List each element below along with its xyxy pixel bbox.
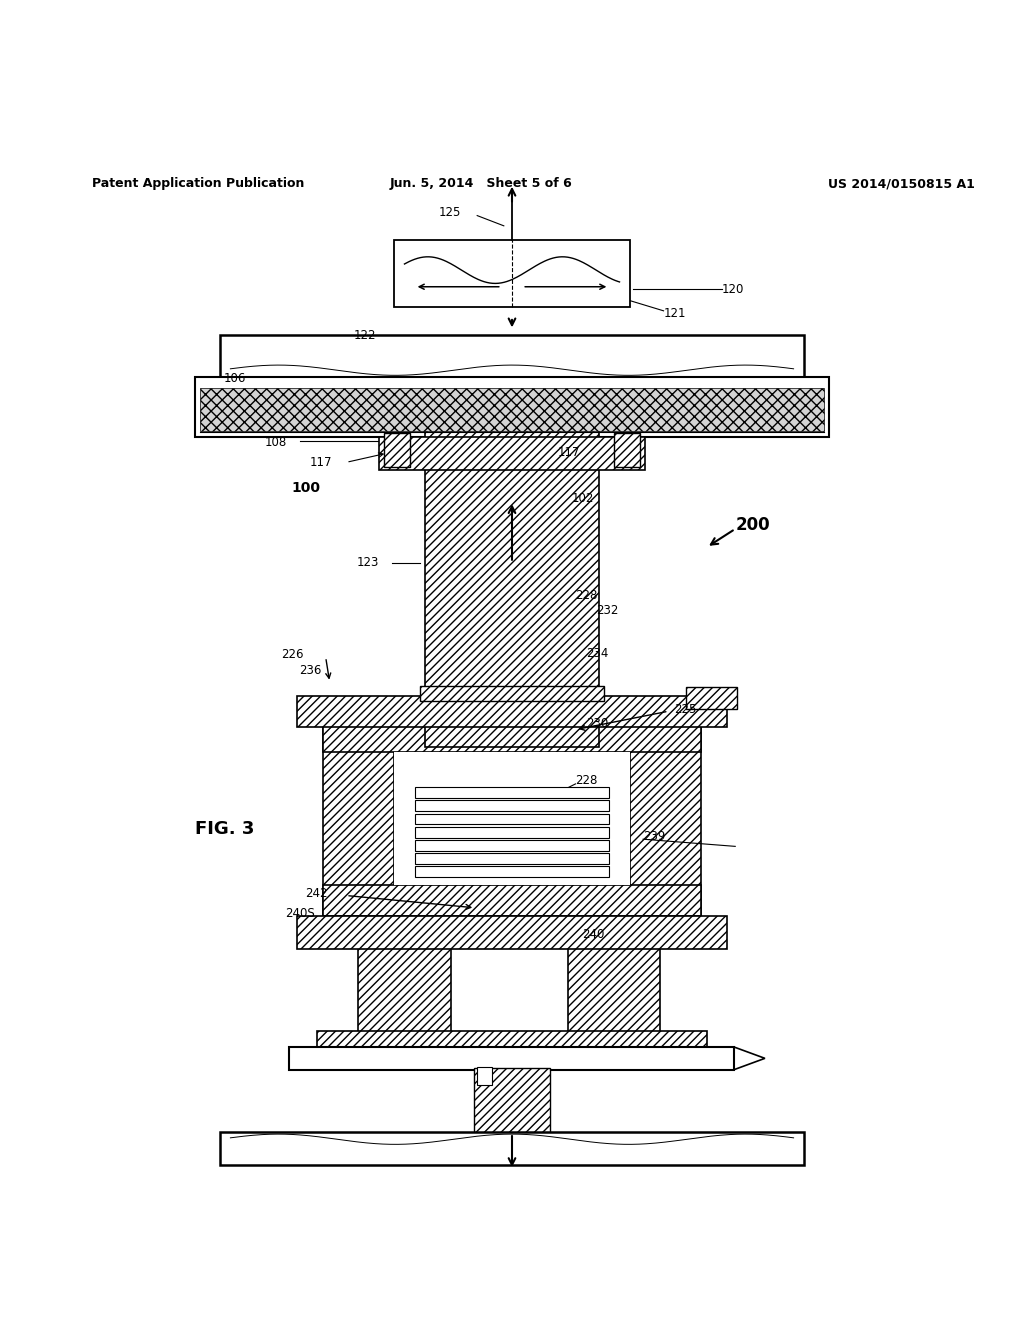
Text: Jun. 5, 2014   Sheet 5 of 6: Jun. 5, 2014 Sheet 5 of 6 xyxy=(390,177,572,190)
Bar xyxy=(568,946,660,1034)
Text: 240S: 240S xyxy=(285,907,314,920)
Bar xyxy=(394,240,630,306)
Bar xyxy=(415,800,609,812)
Text: 125: 125 xyxy=(438,206,461,219)
Text: 228: 228 xyxy=(575,589,598,602)
Bar xyxy=(415,787,609,799)
Bar xyxy=(195,378,829,437)
Polygon shape xyxy=(734,1047,765,1069)
Text: 117: 117 xyxy=(309,455,332,469)
Text: 242: 242 xyxy=(305,887,328,900)
Text: 240: 240 xyxy=(582,928,604,941)
Text: 108: 108 xyxy=(264,437,287,449)
Bar xyxy=(220,1133,804,1164)
Bar xyxy=(415,826,609,838)
Text: 121: 121 xyxy=(664,308,686,321)
Bar xyxy=(415,866,609,876)
Bar xyxy=(630,722,701,916)
Bar xyxy=(415,813,609,825)
Text: 100: 100 xyxy=(292,480,321,495)
Text: 106: 106 xyxy=(223,372,246,385)
Text: 200: 200 xyxy=(735,516,770,533)
Text: FIG. 3: FIG. 3 xyxy=(195,820,254,838)
Text: 230: 230 xyxy=(586,717,608,730)
Text: Patent Application Publication: Patent Application Publication xyxy=(92,177,304,190)
Text: 226: 226 xyxy=(282,648,304,661)
Text: 232: 232 xyxy=(596,605,618,618)
Bar xyxy=(358,946,451,1034)
Bar xyxy=(425,429,599,747)
Text: 234: 234 xyxy=(586,647,608,660)
Bar xyxy=(384,433,410,467)
Bar xyxy=(477,1067,492,1085)
Bar xyxy=(394,752,630,886)
Bar xyxy=(686,686,737,709)
Bar xyxy=(220,335,804,379)
Text: 239: 239 xyxy=(643,830,666,842)
Text: 123: 123 xyxy=(356,556,379,569)
Text: 225: 225 xyxy=(674,702,696,715)
Text: 228: 228 xyxy=(575,775,598,787)
Text: 124: 124 xyxy=(246,393,268,407)
Bar xyxy=(474,1068,550,1134)
Text: 102: 102 xyxy=(571,492,594,504)
Bar xyxy=(379,437,645,470)
Text: 110: 110 xyxy=(260,414,283,428)
Text: 120: 120 xyxy=(722,282,744,296)
Bar xyxy=(323,722,394,916)
Bar xyxy=(415,853,609,863)
Bar xyxy=(323,886,701,916)
Bar xyxy=(289,1047,734,1069)
Bar xyxy=(317,1031,707,1049)
Bar xyxy=(614,433,640,467)
Bar xyxy=(200,388,824,430)
Bar xyxy=(420,685,604,701)
Bar xyxy=(323,722,701,752)
Text: US 2014/0150815 A1: US 2014/0150815 A1 xyxy=(827,177,975,190)
Text: 122: 122 xyxy=(353,329,376,342)
Text: 236: 236 xyxy=(299,664,322,677)
Text: 117: 117 xyxy=(558,446,581,458)
Bar xyxy=(297,696,727,726)
Bar xyxy=(415,840,609,851)
Bar xyxy=(297,916,727,949)
